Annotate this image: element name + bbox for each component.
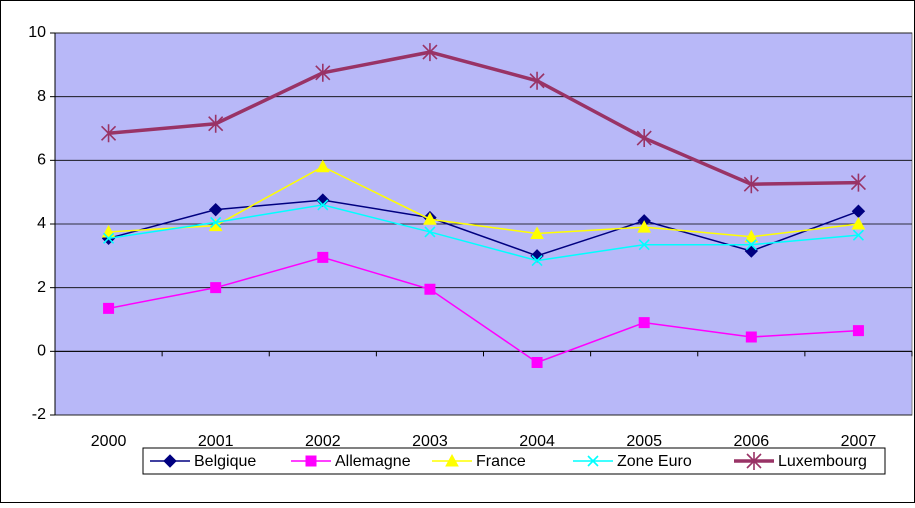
marker — [852, 229, 865, 241]
series-line — [108, 199, 859, 257]
series-line — [108, 204, 859, 262]
marker — [208, 114, 224, 133]
marker — [529, 71, 545, 90]
marker — [531, 255, 543, 267]
legend-label: Allemagne — [335, 453, 411, 470]
marker — [316, 193, 330, 207]
marker — [530, 226, 544, 240]
marker — [744, 229, 759, 243]
series-line — [108, 165, 859, 238]
series-line — [108, 256, 859, 364]
x-tick-label: 2006 — [734, 433, 770, 450]
legend-label: Belgique — [194, 453, 256, 470]
y-tick-label: -2 — [32, 406, 46, 423]
y-tick-label: 10 — [28, 24, 46, 41]
marker — [423, 212, 437, 225]
marker — [208, 202, 223, 217]
x-tick-label: 2002 — [305, 433, 341, 450]
y-tick-label: 6 — [37, 152, 46, 169]
legend-label: France — [476, 453, 526, 470]
x-tick-label: 2003 — [412, 433, 448, 450]
marker — [745, 239, 757, 251]
marker — [317, 199, 329, 211]
y-tick-label: 2 — [37, 279, 46, 296]
legend-marker — [163, 454, 177, 468]
marker — [103, 302, 115, 314]
y-tick-label: 0 — [37, 343, 46, 360]
legend-label: Zone Euro — [617, 453, 692, 470]
legend-label: Luxembourg — [778, 453, 867, 470]
marker — [315, 63, 331, 82]
y-tick-label: 4 — [37, 215, 46, 232]
legend-marker — [587, 455, 599, 467]
y-tick-label: 8 — [37, 88, 46, 105]
marker — [745, 331, 757, 343]
marker — [315, 159, 330, 173]
marker — [102, 232, 115, 244]
legend-marker — [445, 453, 459, 467]
marker — [424, 283, 436, 295]
legend-marker — [305, 455, 317, 467]
marker — [100, 124, 117, 143]
legend-marker — [746, 452, 762, 470]
marker — [531, 356, 543, 368]
x-tick-label: 2005 — [626, 433, 662, 450]
marker — [636, 129, 652, 148]
marker — [638, 317, 650, 329]
marker — [637, 220, 652, 233]
series-line — [108, 50, 859, 186]
marker — [317, 251, 329, 263]
marker — [852, 325, 864, 337]
x-tick-label: 2000 — [91, 433, 127, 450]
marker — [210, 216, 222, 228]
marker — [422, 43, 438, 62]
x-tick-label: 2001 — [198, 433, 234, 450]
x-tick-label: 2007 — [841, 433, 877, 450]
marker — [851, 216, 866, 230]
marker — [210, 282, 222, 294]
marker — [743, 175, 759, 194]
marker — [850, 173, 867, 192]
x-tick-label: 2004 — [519, 433, 555, 450]
marker — [424, 226, 436, 238]
marker — [638, 239, 650, 251]
marker — [530, 249, 544, 263]
